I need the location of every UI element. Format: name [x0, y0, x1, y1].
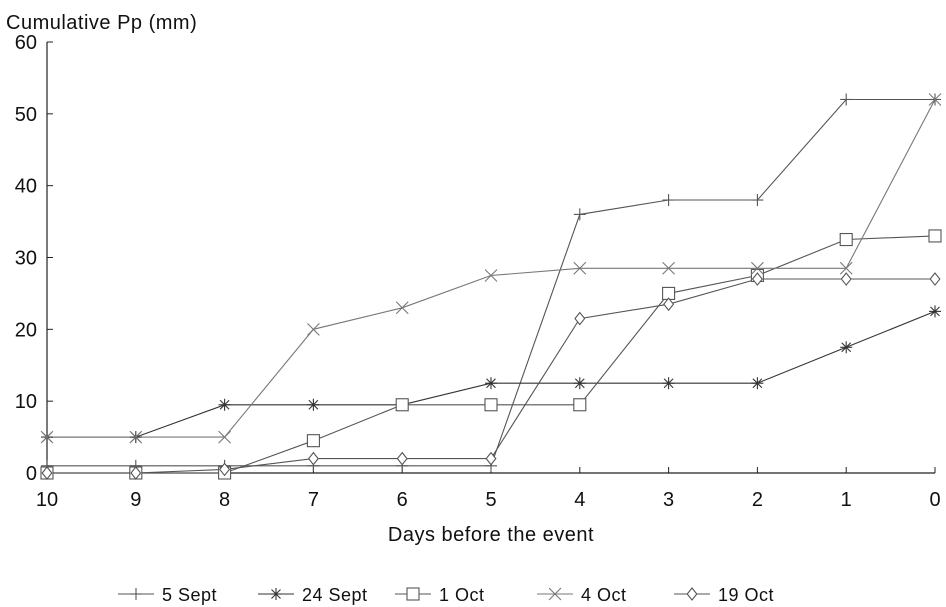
data-point-s2-6 — [573, 377, 586, 390]
x-tick-label: 4 — [574, 489, 585, 511]
x-tick-label: 2 — [752, 489, 763, 511]
data-point-s5-7 — [663, 297, 675, 312]
data-point-s4-3 — [307, 322, 320, 336]
data-point-s1-8 — [751, 194, 764, 207]
series-markers — [40, 93, 942, 480]
x-tick-label: 9 — [130, 489, 141, 511]
x-tick-label: 7 — [308, 489, 319, 511]
x-tick-label: 0 — [929, 489, 940, 511]
data-point-s3-3 — [306, 434, 320, 448]
x-tick-label: 3 — [663, 489, 674, 511]
x-tick-label: 5 — [485, 489, 496, 511]
data-point-s5-9 — [840, 272, 852, 286]
x-axis-title: Days before the event — [388, 524, 594, 546]
y-tick-label: 50 — [15, 104, 37, 126]
data-point-s4-8 — [751, 261, 764, 275]
data-point-s2-7 — [662, 377, 675, 390]
data-point-s3-5 — [484, 398, 498, 412]
data-point-s4-5 — [484, 269, 498, 282]
data-point-s2-10 — [929, 305, 941, 318]
data-point-s5-1 — [130, 466, 142, 480]
data-point-s5-3 — [307, 451, 319, 466]
legend-item-5: 19 Oct — [674, 585, 774, 605]
x-tick-label: 8 — [219, 489, 230, 511]
y-axis-title: Cumulative Pp (mm) — [6, 12, 197, 34]
data-point-s2-5 — [485, 377, 497, 390]
legend-item-2: 24 Sept — [258, 585, 368, 605]
y-tick-label: 20 — [15, 319, 37, 341]
data-point-s2-2 — [218, 398, 231, 411]
legend-label: 1 Oct — [439, 585, 485, 605]
data-point-s4-2 — [218, 430, 231, 444]
data-point-s4-4 — [395, 301, 409, 315]
data-point-s4-6 — [573, 261, 587, 275]
y-tick-label: 10 — [15, 391, 37, 413]
legend-marker — [548, 587, 562, 601]
data-point-s4-0 — [40, 430, 54, 444]
series-line-5 — [47, 278, 935, 474]
legend-marker — [130, 588, 142, 600]
data-point-s5-4 — [396, 451, 408, 466]
y-tick-label: 0 — [26, 463, 37, 485]
legend-label: 4 Oct — [581, 585, 627, 605]
data-point-s5-5 — [485, 451, 497, 466]
y-tick-label: 40 — [15, 176, 37, 198]
y-tick-label: 60 — [15, 32, 37, 54]
legend-item-3: 1 Oct — [395, 585, 485, 605]
x-tick-label: 10 — [36, 489, 58, 511]
legend-item-1: 5 Sept — [118, 585, 217, 605]
data-point-s5-6 — [574, 311, 586, 326]
legend-marker — [270, 588, 282, 600]
data-point-s5-8 — [751, 272, 763, 286]
data-point-s2-9 — [840, 341, 853, 354]
data-point-s1-6 — [573, 208, 586, 221]
data-point-s5-0 — [41, 466, 53, 480]
data-point-s3-4 — [395, 398, 409, 412]
data-point-s4-9 — [839, 261, 853, 275]
x-tick-label: 1 — [841, 489, 852, 511]
legend: 5 Sept 24 Sept 1 Oct 4 Oct 19 Oct — [118, 585, 774, 605]
legend-label: 24 Sept — [302, 585, 368, 605]
data-point-s1-7 — [662, 194, 675, 207]
data-point-s4-7 — [662, 261, 675, 275]
x-tick-label: 6 — [397, 489, 408, 511]
legend-label: 5 Sept — [162, 585, 217, 605]
series-lines — [47, 98, 936, 474]
data-point-s4-1 — [129, 430, 143, 444]
data-point-s3-6 — [573, 398, 587, 412]
legend-label: 19 Oct — [718, 585, 774, 605]
data-point-s2-3 — [307, 398, 320, 411]
data-point-s5-10 — [929, 272, 941, 286]
data-point-s3-10 — [928, 229, 942, 243]
legend-marker — [406, 587, 420, 601]
y-tick-label: 30 — [15, 248, 37, 270]
legend-marker — [686, 587, 698, 601]
data-point-s5-2 — [219, 462, 231, 477]
data-point-s2-8 — [751, 377, 764, 390]
legend-item-4: 4 Oct — [537, 585, 627, 605]
data-point-s1-9 — [840, 93, 853, 106]
data-point-s3-9 — [839, 232, 853, 247]
series-line-2 — [47, 310, 936, 438]
data-point-s4-10 — [928, 93, 942, 106]
